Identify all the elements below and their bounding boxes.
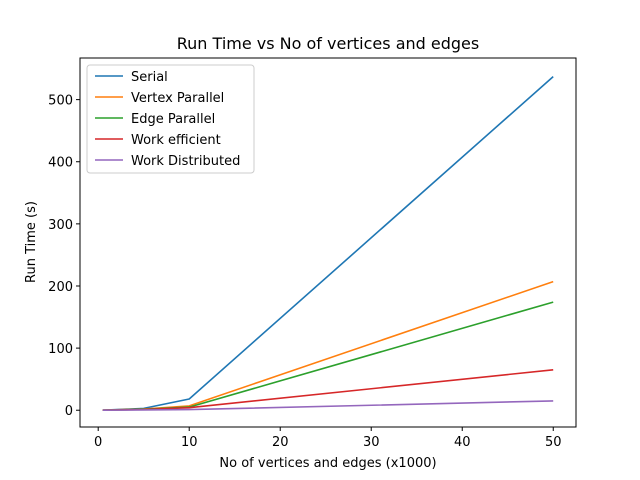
x-tick-label: 40 [454, 435, 471, 450]
y-axis-label: Run Time (s) [24, 201, 39, 283]
y-axis: 0 100 200 300 400 500 [48, 94, 80, 419]
y-tick-label: 100 [48, 342, 73, 357]
y-tick-label: 200 [48, 280, 73, 295]
plot-frame [79, 57, 577, 428]
legend: Serial Vertex Parallel Edge Parallel Work e… [86, 64, 255, 174]
series-line-work-distributed [102, 400, 554, 411]
legend-label-edge-parallel: Edge Parallel [131, 112, 215, 127]
legend-label-work-efficient: Work efficient [131, 133, 221, 148]
x-tick-label: 20 [272, 435, 289, 450]
x-tick-label: 30 [363, 435, 380, 450]
x-axis: 0 10 20 30 40 50 [94, 427, 562, 450]
legend-label-serial: Serial [131, 70, 168, 85]
y-tick-label: 0 [65, 404, 73, 419]
chart-title: Run Time vs No of vertices and edges [177, 34, 479, 53]
legend-label-vertex-parallel: Vertex Parallel [131, 91, 224, 106]
legend-label-work-distributed: Work Distributed [131, 154, 240, 169]
y-tick-label: 500 [48, 94, 73, 109]
legend-box [86, 64, 255, 174]
y-tick-label: 400 [48, 156, 73, 171]
x-axis-label: No of vertices and edges (x1000) [219, 456, 436, 471]
x-tick-label: 50 [545, 435, 562, 450]
series-layer [102, 76, 554, 411]
x-tick-label: 10 [181, 435, 198, 450]
y-tick-label: 300 [48, 218, 73, 233]
x-tick-label: 0 [94, 435, 102, 450]
